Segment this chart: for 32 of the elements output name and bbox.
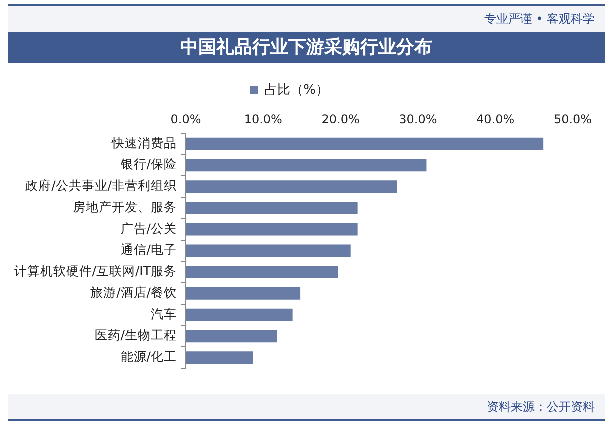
bar [186, 352, 254, 364]
bar [186, 266, 338, 279]
x-tick-label: 10.0% [244, 112, 282, 126]
y-tick-label: 政府/公共事业/非营利组织 [26, 178, 177, 194]
x-tick-label: 20.0% [322, 112, 360, 126]
y-tick-label: 旅游/酒店/餐饮 [90, 284, 177, 300]
chart-title: 中国礼品行业下游采购行业分布 [8, 32, 605, 63]
bar [186, 223, 358, 236]
y-tick-label: 能源/化工 [120, 349, 177, 364]
y-tick-label: 通信/电子 [120, 242, 177, 258]
bar [186, 159, 427, 172]
y-tick-label: 广告/公关 [120, 220, 177, 236]
y-tick-label: 计算机软硬件/互联网/IT服务 [14, 264, 177, 279]
y-tick-label: 房地产开发、服务 [73, 199, 177, 214]
x-tick-label: 40.0% [476, 112, 515, 126]
bar [186, 330, 278, 343]
y-tick-label: 汽车 [151, 306, 177, 322]
footer-band: 资料来源：公开资料 [8, 394, 605, 421]
x-tick-label: 30.0% [399, 112, 438, 126]
header-band: 专业严谨 • 客观科学 [8, 4, 605, 32]
y-tick-label: 快速消费品 [111, 135, 177, 150]
bar [186, 180, 398, 194]
bar [186, 138, 544, 150]
bar [186, 288, 301, 300]
bar [186, 308, 293, 322]
x-tick-label: 50.0% [554, 112, 592, 126]
legend-label: 占比（%） [264, 82, 329, 98]
bar [186, 244, 351, 258]
bar [186, 202, 358, 214]
x-tick-label: 0.0% [170, 112, 202, 126]
y-tick-label: 医药/生物工程 [94, 328, 177, 343]
y-tick-label: 银行/保险 [120, 156, 177, 172]
